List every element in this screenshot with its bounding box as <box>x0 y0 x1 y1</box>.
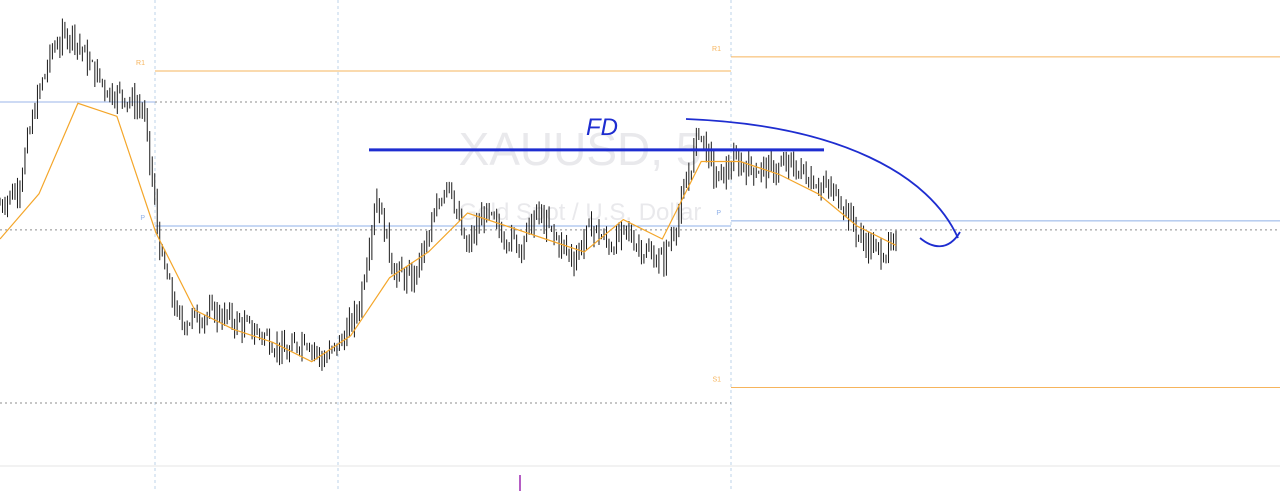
drawing-annotations[interactable]: FD <box>369 114 961 248</box>
pivot-label: S1 <box>712 377 721 384</box>
watermark: XAUUSD, 5 Gold Spot / U.S. Dollar <box>459 123 702 226</box>
pivot-label: P <box>140 215 145 222</box>
horizontal-price-lines <box>0 101 1280 404</box>
annotation-arrowhead <box>919 231 961 248</box>
annotation-text: FD <box>586 114 618 141</box>
pivot-label: R1 <box>136 60 145 67</box>
candlesticks <box>0 18 897 371</box>
pivot-levels: R1 P R1 P S1 <box>136 46 1280 388</box>
annotation-curved-arrow <box>685 118 959 239</box>
pivot-label: R1 <box>712 46 721 53</box>
moving-average-line <box>0 102 897 363</box>
pivot-label: P <box>716 210 721 217</box>
